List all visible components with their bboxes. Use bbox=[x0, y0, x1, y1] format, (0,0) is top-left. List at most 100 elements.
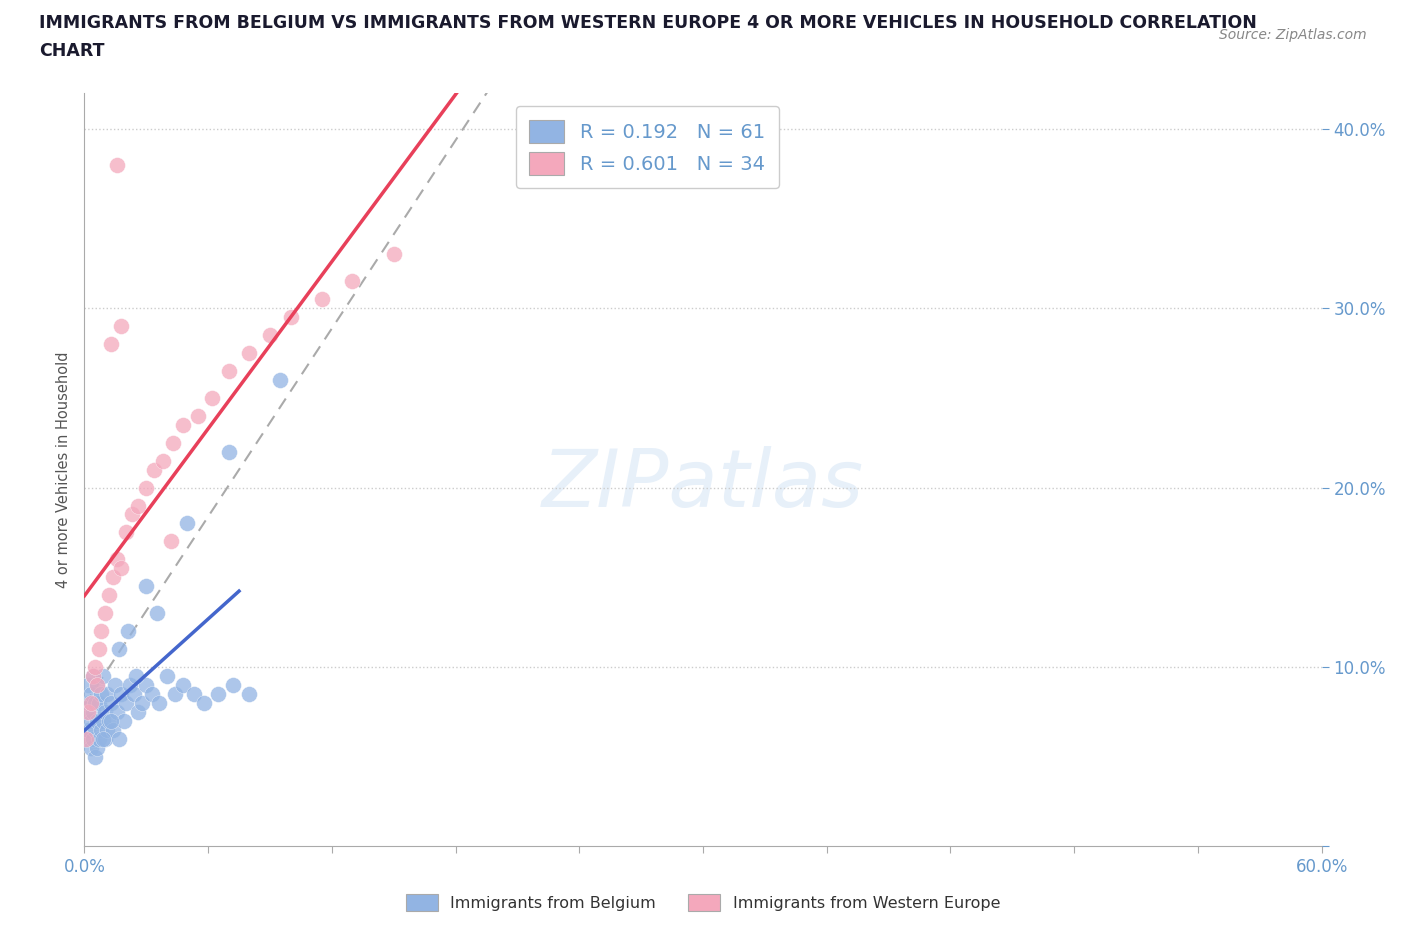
Point bbox=[103, 723, 125, 737]
Point bbox=[96, 686, 118, 701]
Point bbox=[91, 713, 114, 728]
Point bbox=[96, 723, 118, 737]
Point bbox=[222, 677, 245, 692]
Point bbox=[108, 642, 131, 657]
Point bbox=[77, 723, 100, 737]
Point bbox=[87, 696, 110, 711]
Point bbox=[75, 704, 97, 719]
Y-axis label: 4 or more Vehicles in Household: 4 or more Vehicles in Household bbox=[56, 352, 72, 588]
Point bbox=[114, 525, 136, 539]
Point bbox=[172, 677, 194, 692]
Point bbox=[114, 696, 136, 711]
Point bbox=[83, 659, 105, 674]
Point bbox=[87, 731, 110, 746]
Point bbox=[193, 696, 215, 711]
Point bbox=[79, 686, 101, 701]
Point bbox=[160, 534, 183, 549]
Point bbox=[238, 686, 260, 701]
Point bbox=[148, 696, 170, 711]
Text: ZIPatlas: ZIPatlas bbox=[541, 445, 865, 524]
Point bbox=[152, 453, 174, 468]
Point bbox=[156, 669, 179, 684]
Point bbox=[127, 498, 149, 513]
Point bbox=[90, 624, 112, 639]
Point bbox=[135, 677, 157, 692]
Point bbox=[135, 480, 157, 495]
Point bbox=[117, 624, 139, 639]
Point bbox=[77, 696, 100, 711]
Point bbox=[118, 677, 141, 692]
Point bbox=[86, 677, 108, 692]
Point bbox=[238, 346, 260, 361]
Point bbox=[90, 723, 112, 737]
Point bbox=[121, 507, 143, 522]
Point bbox=[91, 731, 114, 746]
Point bbox=[218, 445, 240, 459]
Point bbox=[87, 642, 110, 657]
Point bbox=[162, 435, 184, 450]
Point bbox=[201, 391, 224, 405]
Point bbox=[143, 462, 166, 477]
Point bbox=[165, 686, 187, 701]
Point bbox=[122, 686, 145, 701]
Point bbox=[187, 408, 209, 423]
Point bbox=[108, 731, 131, 746]
Point bbox=[382, 247, 405, 262]
Point bbox=[75, 731, 97, 746]
Legend: Immigrants from Belgium, Immigrants from Western Europe: Immigrants from Belgium, Immigrants from… bbox=[399, 888, 1007, 917]
Point bbox=[103, 570, 125, 585]
Point bbox=[105, 704, 128, 719]
Point bbox=[145, 605, 167, 620]
Point bbox=[79, 740, 101, 755]
Point bbox=[280, 310, 302, 325]
Point bbox=[98, 588, 121, 603]
Point bbox=[83, 723, 105, 737]
Point bbox=[77, 704, 100, 719]
Point bbox=[125, 669, 148, 684]
Point bbox=[90, 686, 112, 701]
Point bbox=[79, 713, 101, 728]
Point bbox=[141, 686, 163, 701]
Point bbox=[82, 704, 104, 719]
Point bbox=[104, 677, 127, 692]
Point bbox=[83, 750, 105, 764]
Point bbox=[207, 686, 229, 701]
Point bbox=[218, 364, 240, 379]
Point bbox=[259, 327, 281, 342]
Point bbox=[311, 292, 333, 307]
Point bbox=[100, 696, 122, 711]
Point bbox=[100, 337, 122, 352]
Point bbox=[79, 696, 101, 711]
Legend: R = 0.192   N = 61, R = 0.601   N = 34: R = 0.192 N = 61, R = 0.601 N = 34 bbox=[516, 107, 779, 189]
Point bbox=[105, 551, 128, 566]
Point bbox=[94, 704, 117, 719]
Point bbox=[98, 713, 121, 728]
Point bbox=[172, 418, 194, 432]
Point bbox=[100, 713, 122, 728]
Point bbox=[135, 578, 157, 593]
Point bbox=[94, 731, 117, 746]
Text: IMMIGRANTS FROM BELGIUM VS IMMIGRANTS FROM WESTERN EUROPE 4 OR MORE VEHICLES IN : IMMIGRANTS FROM BELGIUM VS IMMIGRANTS FR… bbox=[39, 14, 1257, 32]
Point bbox=[86, 677, 108, 692]
Point bbox=[110, 686, 132, 701]
Text: Source: ZipAtlas.com: Source: ZipAtlas.com bbox=[1219, 28, 1367, 42]
Text: CHART: CHART bbox=[39, 42, 105, 60]
Point bbox=[83, 696, 105, 711]
Point bbox=[127, 704, 149, 719]
Point bbox=[77, 677, 100, 692]
Point bbox=[105, 157, 128, 172]
Point bbox=[94, 605, 117, 620]
Point bbox=[342, 274, 364, 289]
Point bbox=[131, 696, 153, 711]
Point bbox=[86, 713, 108, 728]
Point bbox=[86, 740, 108, 755]
Point bbox=[82, 669, 104, 684]
Point bbox=[112, 713, 135, 728]
Point bbox=[183, 686, 205, 701]
Point bbox=[110, 561, 132, 576]
Point bbox=[176, 516, 198, 531]
Point bbox=[91, 669, 114, 684]
Point bbox=[82, 731, 104, 746]
Point bbox=[110, 319, 132, 334]
Point bbox=[82, 669, 104, 684]
